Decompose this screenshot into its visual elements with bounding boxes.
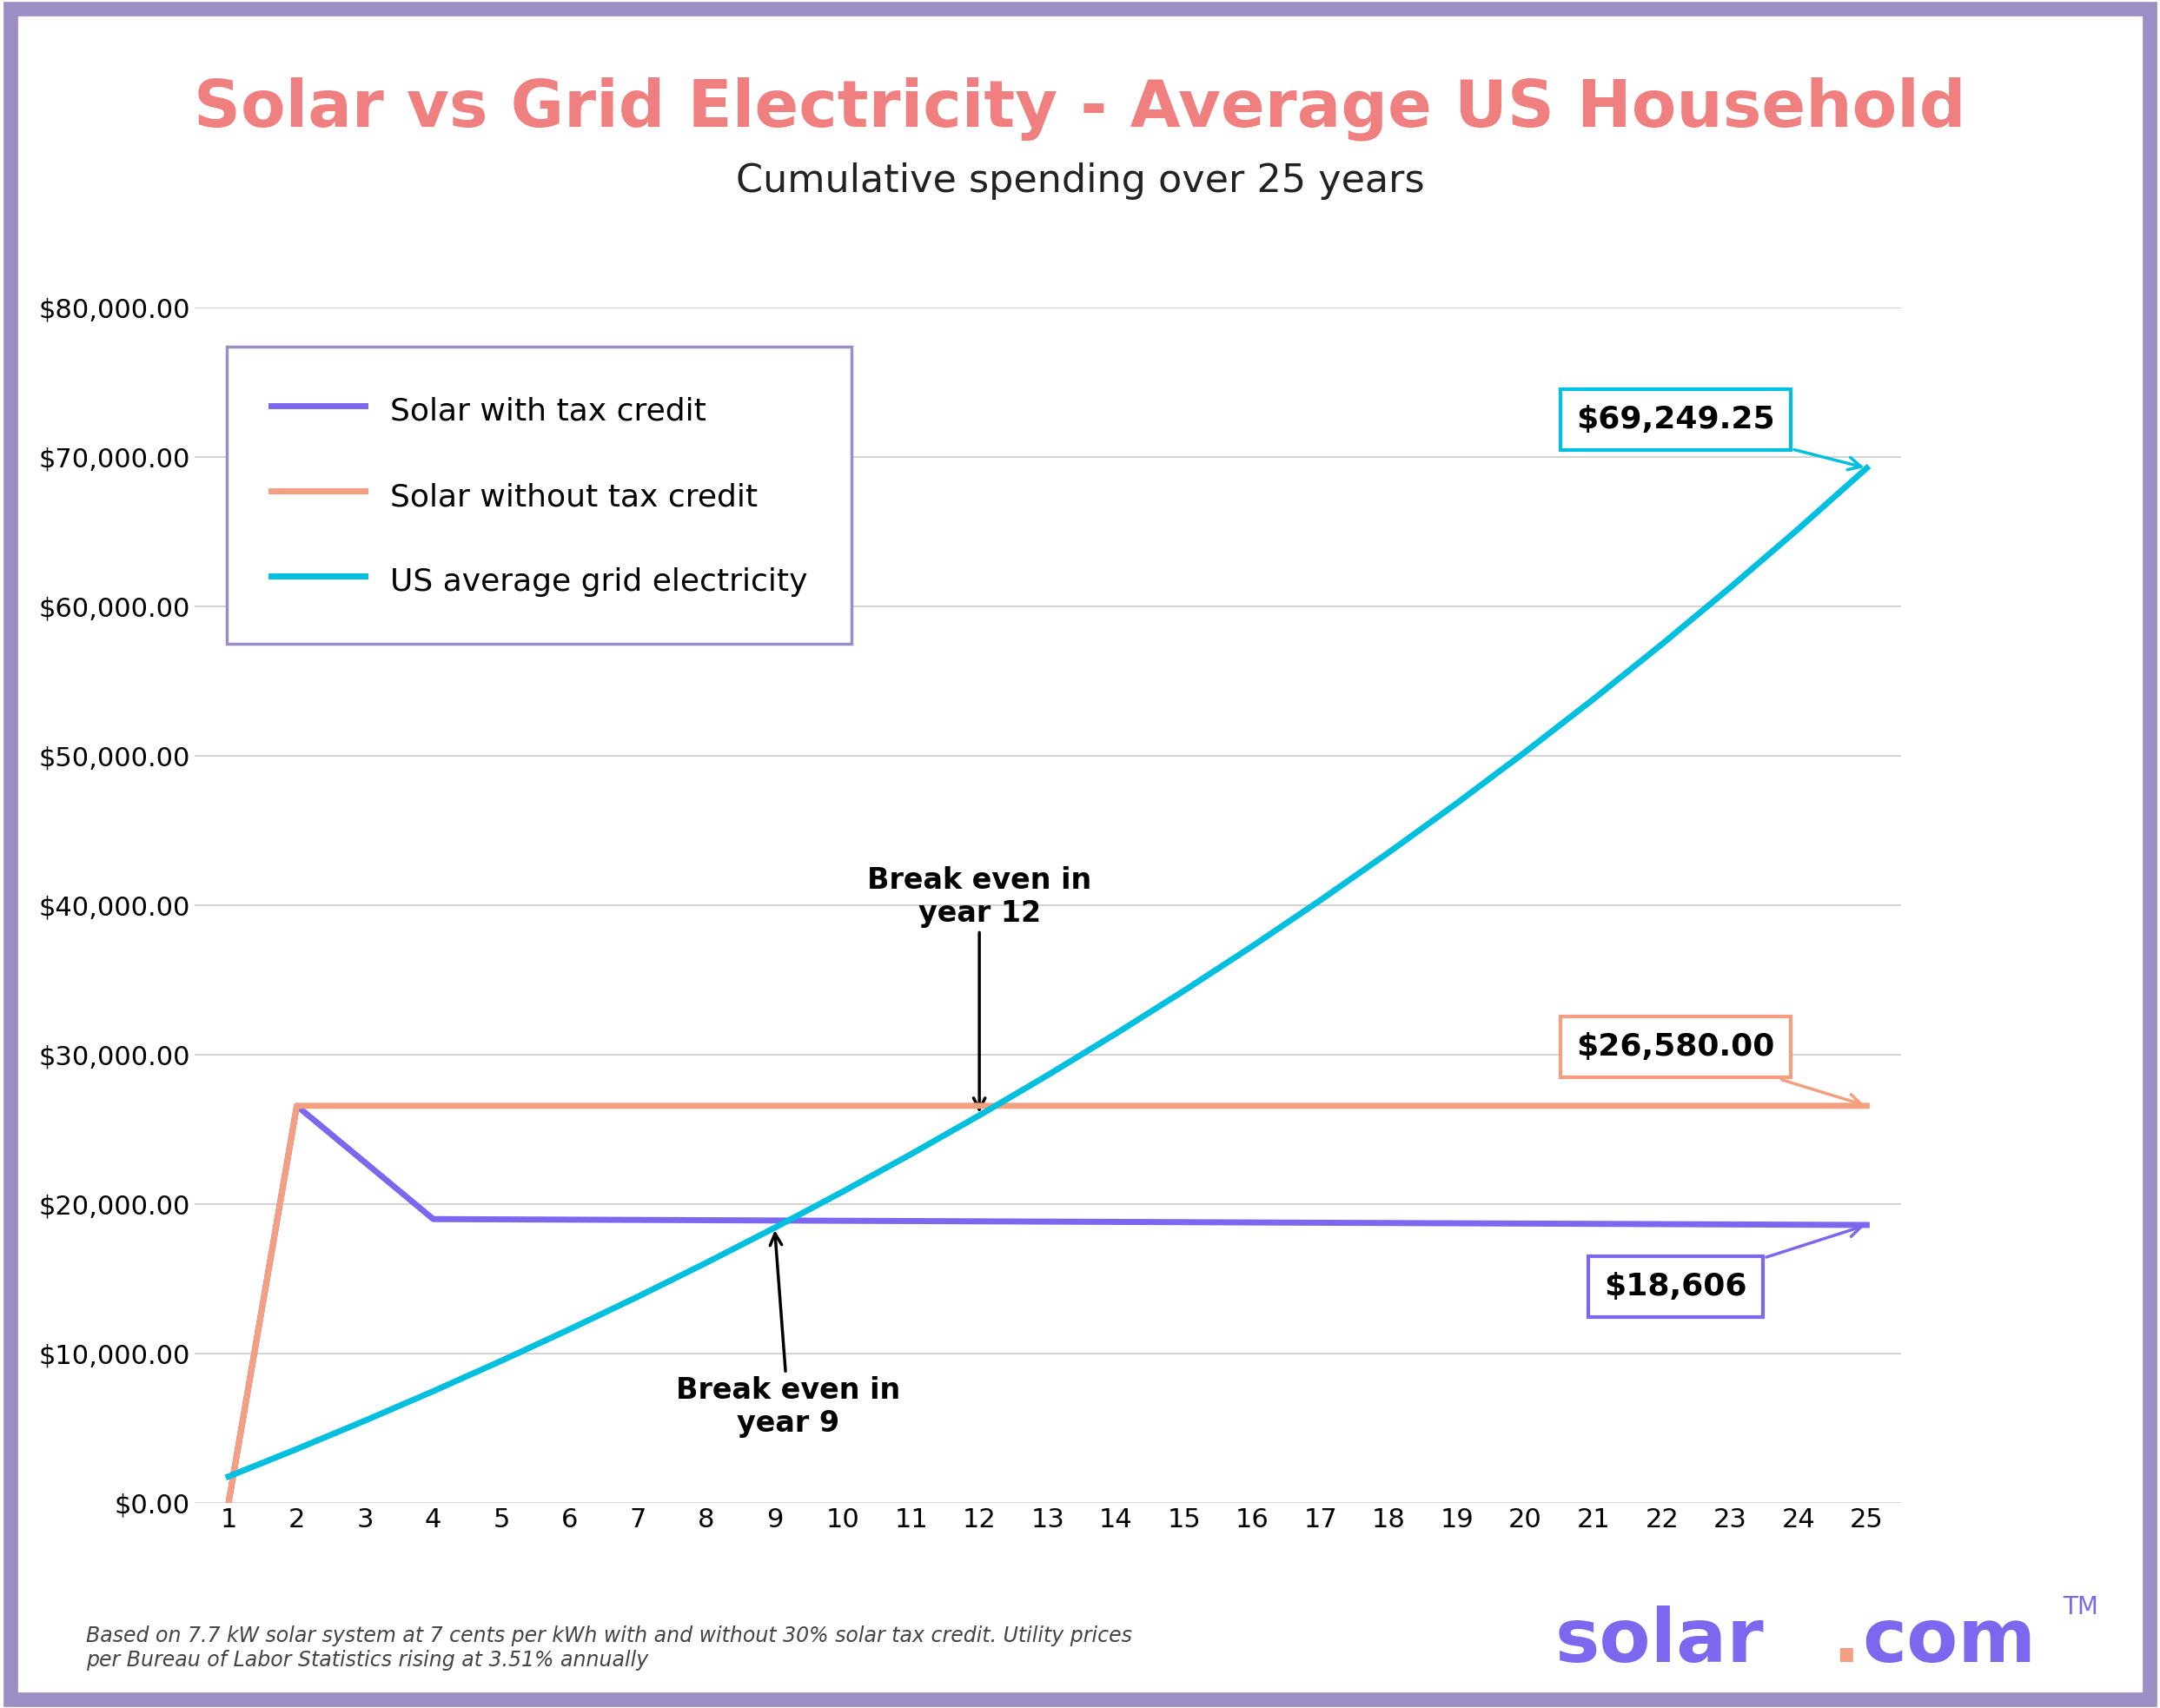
Text: solar: solar xyxy=(1555,1606,1765,1677)
Line: Solar without tax credit: Solar without tax credit xyxy=(229,1105,1866,1503)
Solar with tax credit xyxy=(829,1211,855,1231)
US average grid electricity xyxy=(762,1218,788,1238)
Solar without tax credit xyxy=(1240,1095,1266,1115)
US average grid electricity xyxy=(557,1319,583,1339)
Solar without tax credit xyxy=(966,1095,991,1115)
Solar without tax credit xyxy=(1104,1095,1130,1115)
US average grid electricity xyxy=(899,1144,924,1165)
US average grid electricity xyxy=(1307,890,1333,910)
US average grid electricity xyxy=(1035,1066,1061,1086)
Solar with tax credit xyxy=(1035,1211,1061,1231)
Solar with tax credit xyxy=(1104,1211,1130,1231)
US average grid electricity xyxy=(1581,688,1607,709)
Solar without tax credit xyxy=(216,1493,242,1513)
US average grid electricity xyxy=(1512,741,1538,762)
Solar with tax credit xyxy=(1717,1214,1743,1235)
Text: com: com xyxy=(1862,1606,2037,1677)
Text: .: . xyxy=(1832,1606,1860,1677)
Text: $18,606: $18,606 xyxy=(1605,1225,1862,1301)
Solar without tax credit xyxy=(1786,1095,1812,1115)
US average grid electricity xyxy=(624,1286,650,1307)
Solar without tax credit xyxy=(1035,1095,1061,1115)
Solar with tax credit xyxy=(1376,1213,1402,1233)
Solar with tax credit xyxy=(557,1209,583,1230)
Solar with tax credit xyxy=(693,1209,719,1230)
Solar without tax credit xyxy=(1717,1095,1743,1115)
US average grid electricity xyxy=(421,1382,447,1402)
Text: Cumulative spending over 25 years: Cumulative spending over 25 years xyxy=(737,162,1423,200)
Solar without tax credit xyxy=(1648,1095,1674,1115)
Solar without tax credit xyxy=(624,1095,650,1115)
Solar with tax credit xyxy=(624,1209,650,1230)
US average grid electricity xyxy=(1717,577,1743,598)
Line: US average grid electricity: US average grid electricity xyxy=(229,468,1866,1476)
Solar with tax credit xyxy=(1240,1213,1266,1233)
Solar without tax credit xyxy=(1445,1095,1471,1115)
Solar with tax credit xyxy=(1512,1213,1538,1233)
US average grid electricity xyxy=(216,1465,242,1486)
Solar without tax credit xyxy=(1853,1095,1879,1115)
Text: $26,580.00: $26,580.00 xyxy=(1577,1032,1862,1107)
Solar with tax credit xyxy=(216,1493,242,1513)
Text: Break even in
year 12: Break even in year 12 xyxy=(866,866,1091,1110)
US average grid electricity xyxy=(1786,519,1812,540)
Solar without tax credit xyxy=(1171,1095,1197,1115)
US average grid electricity xyxy=(1376,842,1402,863)
Text: Break even in
year 9: Break even in year 9 xyxy=(676,1233,901,1438)
Line: Solar with tax credit: Solar with tax credit xyxy=(229,1105,1866,1503)
Solar without tax credit xyxy=(1307,1095,1333,1115)
Solar with tax credit xyxy=(1853,1214,1879,1235)
US average grid electricity xyxy=(1104,1023,1130,1044)
Solar with tax credit xyxy=(1648,1214,1674,1235)
Solar with tax credit xyxy=(1786,1214,1812,1235)
Solar without tax credit xyxy=(899,1095,924,1115)
Solar with tax credit xyxy=(488,1209,514,1230)
Text: $69,249.25: $69,249.25 xyxy=(1577,405,1862,470)
US average grid electricity xyxy=(1853,458,1879,478)
US average grid electricity xyxy=(1648,634,1674,654)
US average grid electricity xyxy=(966,1105,991,1126)
Solar without tax credit xyxy=(693,1095,719,1115)
US average grid electricity xyxy=(283,1438,309,1459)
US average grid electricity xyxy=(1240,936,1266,956)
Solar with tax credit xyxy=(1445,1213,1471,1233)
US average grid electricity xyxy=(488,1351,514,1372)
Solar with tax credit xyxy=(899,1211,924,1231)
Solar with tax credit xyxy=(1307,1213,1333,1233)
Text: TM: TM xyxy=(2063,1595,2097,1619)
Text: Based on 7.7 kW solar system at 7 cents per kWh with and without 30% solar tax c: Based on 7.7 kW solar system at 7 cents … xyxy=(86,1626,1132,1670)
Solar without tax credit xyxy=(352,1095,378,1115)
Legend: Solar with tax credit, Solar without tax credit, US average grid electricity: Solar with tax credit, Solar without tax… xyxy=(227,347,851,644)
Text: Solar vs Grid Electricity - Average US Household: Solar vs Grid Electricity - Average US H… xyxy=(194,77,1966,140)
Solar without tax credit xyxy=(762,1095,788,1115)
Solar with tax credit xyxy=(421,1209,447,1230)
Solar without tax credit xyxy=(557,1095,583,1115)
Solar with tax credit xyxy=(1171,1213,1197,1233)
US average grid electricity xyxy=(1171,980,1197,1001)
Solar with tax credit xyxy=(283,1095,309,1115)
Solar with tax credit xyxy=(1581,1214,1607,1235)
Solar with tax credit xyxy=(352,1153,378,1173)
US average grid electricity xyxy=(352,1411,378,1431)
Solar without tax credit xyxy=(421,1095,447,1115)
Solar without tax credit xyxy=(1512,1095,1538,1115)
Solar with tax credit xyxy=(966,1211,991,1231)
Solar without tax credit xyxy=(1581,1095,1607,1115)
Solar without tax credit xyxy=(283,1095,309,1115)
US average grid electricity xyxy=(829,1182,855,1202)
Solar without tax credit xyxy=(488,1095,514,1115)
Solar without tax credit xyxy=(1376,1095,1402,1115)
Solar without tax credit xyxy=(829,1095,855,1115)
US average grid electricity xyxy=(1445,793,1471,813)
Solar with tax credit xyxy=(762,1211,788,1231)
US average grid electricity xyxy=(693,1252,719,1272)
